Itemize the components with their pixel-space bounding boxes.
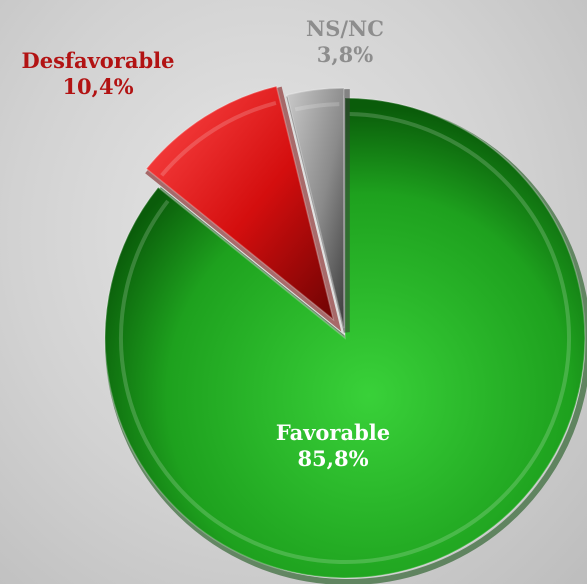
slice-label-text: Desfavorable (21, 48, 175, 73)
pie-slice-favorable-bevel (119, 112, 571, 564)
slice-value-text: 10,4% (62, 74, 134, 99)
slice-label-text: Favorable (275, 420, 391, 445)
slice-value-text: 85,8% (297, 446, 369, 471)
slice-label-text: NS/NC (306, 16, 384, 41)
pie-slice-desfavorable (145, 85, 335, 322)
slice-label-desfavorable: Desfavorable 10,4% (0, 48, 196, 100)
pie-slice-desfavorable-bevel (160, 100, 277, 177)
pie-slice-ns-nc (286, 87, 345, 329)
pie-slice-favorable (104, 97, 586, 579)
slice-label-favorable: Favorable 85,8% (268, 420, 398, 472)
slice-value-text: 3,8% (316, 42, 374, 67)
pie-slice-ns-nc-bevel (294, 102, 340, 112)
slice-label-ns-nc: NS/NC 3,8% (280, 16, 410, 68)
